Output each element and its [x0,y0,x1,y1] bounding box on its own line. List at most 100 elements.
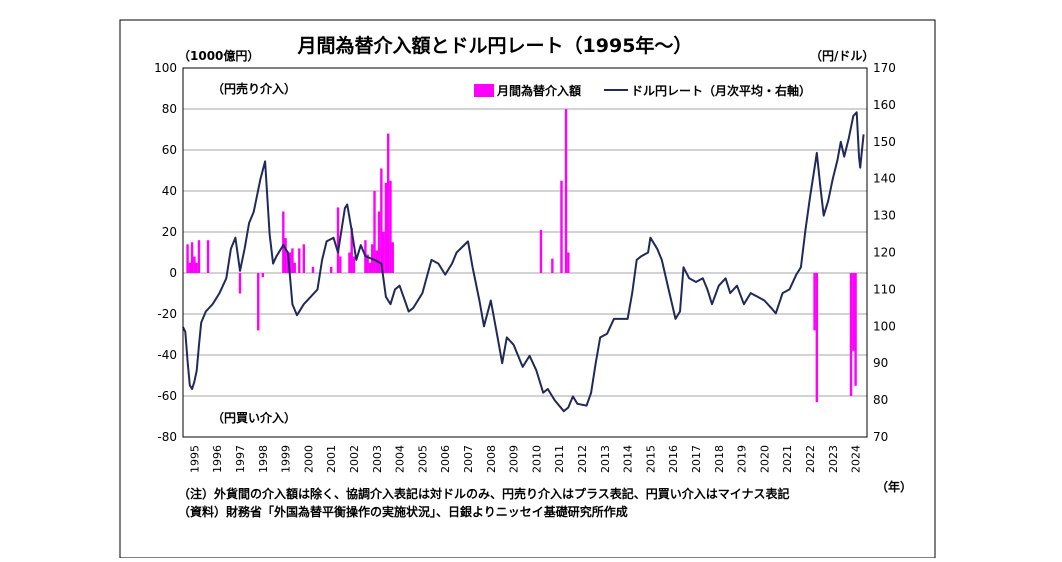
right-tick-label: 70 [873,430,888,444]
intervention-bar [352,256,356,273]
x-tick-label: 2001 [325,445,338,473]
chart-title: 月間為替介入額とドル円レート（1995年～） [297,34,693,57]
intervention-bar [206,240,210,273]
intervention-bar [288,252,292,273]
x-tick-label: 2009 [508,445,521,473]
intervention-bar [849,273,853,396]
x-tick-label: 2014 [622,445,635,473]
intervention-bar [261,273,264,278]
right-axis-ticks: 170 160 150 140 130 120 110 100 90 80 70 [873,61,896,444]
left-tick-label: 60 [162,143,177,157]
chart-border [119,19,936,559]
intervention-bar [188,262,192,273]
intervention-bar [257,273,260,331]
x-tick-label: 2008 [485,445,498,473]
x-tick-label: 2015 [644,445,657,473]
right-tick-label: 170 [873,61,896,75]
left-tick-label: 80 [162,102,177,116]
intervention-bar [197,240,201,273]
annotation-buy: （円買い介入） [212,410,296,425]
annotation-sell: （円売り介入） [212,81,296,96]
plot-area [182,67,868,438]
legend-bar-swatch [474,84,494,97]
left-tick-label: 100 [154,61,177,75]
x-tick-label: 2021 [781,445,794,473]
x-axis-unit: （年） [876,479,912,494]
intervention-bar [190,242,194,273]
x-tick-label: 1998 [257,445,270,473]
x-tick-label: 2004 [394,445,407,473]
left-tick-label: 20 [162,225,177,239]
intervention-bar [852,273,855,351]
right-axis-unit: （円/ドル） [810,48,874,63]
x-tick-label: 2012 [576,445,589,473]
left-tick-label: -80 [157,430,177,444]
left-axis-ticks: 100 80 60 40 20 0 -20 -40 -60 -80 [154,61,177,444]
right-tick-label: 150 [873,135,896,149]
intervention-bar [387,133,390,273]
x-tick-label: 2005 [416,445,429,473]
left-tick-label: 40 [162,184,177,198]
legend-line-label: ドル円レート（月次平均・右軸） [631,83,811,98]
intervention-bar [382,232,385,273]
right-tick-label: 100 [873,319,896,333]
usdjpy-line [182,111,865,413]
x-tick-label: 2017 [690,445,703,473]
intervention-bar [311,266,315,273]
right-tick-label: 140 [873,172,896,186]
note-1: （注）外貨間の介入額は除く、協調介入表記は対ドルのみ、円売り介入はプラス表記、円… [178,486,790,501]
intervention-bar [339,256,342,273]
right-tick-label: 160 [873,98,896,112]
intervention-bar [330,266,333,273]
note-2: （資料）財務省「外国為替平衡操作の実施状況」、日銀よりニッセイ基礎研究所作成 [178,504,628,519]
intervention-bar [193,256,196,273]
intervention-bar [238,273,242,294]
intervention-bar [560,180,563,273]
x-tick-label: 2003 [371,445,384,473]
x-tick-label: 2011 [553,445,566,473]
intervention-bar [815,273,819,403]
right-tick-label: 110 [873,282,896,296]
x-tick-label: 1997 [234,445,247,473]
intervention-bar [282,211,285,273]
legend-bar-label: 月間為替介入額 [496,83,581,98]
right-tick-label: 80 [873,393,888,407]
intervention-bar [377,211,381,273]
intervention-bar [291,248,294,273]
legend: 月間為替介入額 ドル円レート（月次平均・右軸） [474,83,811,98]
intervention-bar [293,262,296,273]
x-tick-label: 2019 [736,445,749,473]
intervention-bar [366,254,369,273]
x-axis-ticks: 1995 1996 1997 1998 1999 2000 2001 2002 2003 2004… [188,445,862,473]
usdjpy-series-line [182,111,865,413]
left-tick-label: -40 [157,348,177,362]
x-tick-label: 2023 [827,445,840,473]
left-tick-label: 0 [169,266,177,280]
x-tick-label: 1995 [188,445,201,473]
intervention-bar [854,273,857,386]
x-tick-label: 2016 [667,445,680,473]
left-axis-unit: （1000億円） [178,48,259,63]
left-tick-label: -60 [157,389,177,403]
x-tick-label: 2007 [462,445,475,473]
intervention-bar [284,238,287,273]
intervention-bar [302,244,306,273]
x-tick-label: 2010 [530,445,543,473]
x-tick-label: 1996 [211,445,224,473]
right-tick-label: 90 [873,356,888,370]
intervention-bar [350,227,353,273]
x-tick-label: 2018 [713,445,726,473]
intervention-bar [389,180,392,273]
intervention-bar [539,229,543,273]
intervention-bar [567,252,570,273]
intervention-bar [380,168,383,273]
left-tick-label: -20 [157,307,177,321]
intervention-bar [391,242,394,273]
x-tick-label: 2013 [599,445,612,473]
intervention-bar [813,273,816,331]
x-tick-label: 2022 [804,445,817,473]
x-tick-label: 2006 [439,445,452,473]
intervention-bar [186,244,189,273]
